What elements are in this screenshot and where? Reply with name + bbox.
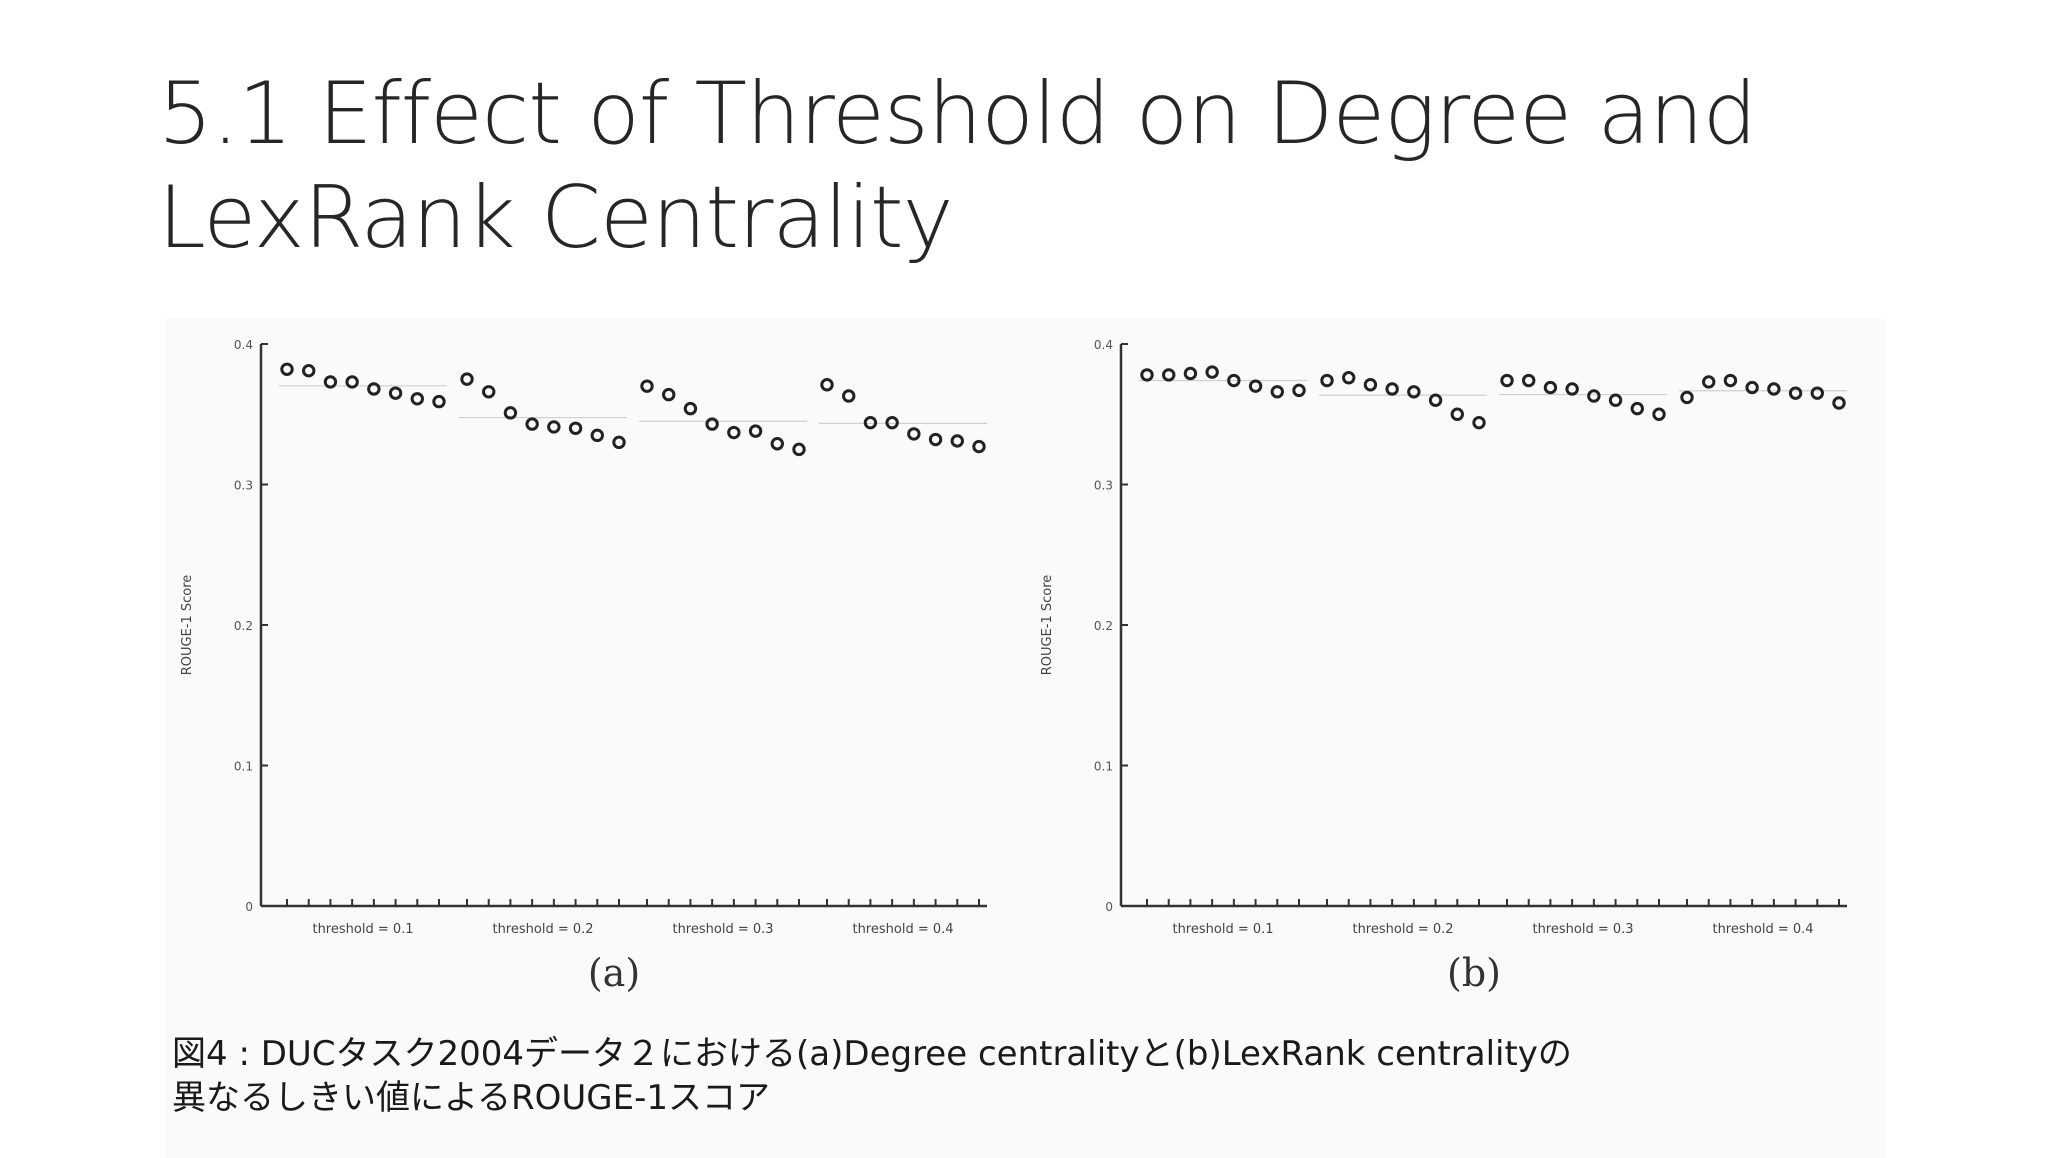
data-point — [972, 439, 986, 454]
data-point — [1543, 380, 1558, 395]
data-point — [1587, 389, 1601, 403]
data-point — [547, 420, 561, 434]
slide-title-line-2: LexRank Centrality — [158, 168, 954, 268]
chart-b: 0 0.1 0.2 0.3 0.4 ROUGE-1 Score threshold = 0.… — [1040, 338, 1847, 995]
data-point — [950, 434, 964, 448]
data-point — [1428, 393, 1443, 407]
slide-title: 5.1 Effect of Threshold on Degree and Le… — [158, 62, 1958, 270]
data-point — [503, 406, 518, 420]
caption-line-2: 異なるしきい値によるROUGE-1スコア — [172, 1078, 770, 1118]
data-point — [1680, 390, 1694, 405]
data-point — [280, 362, 294, 376]
data-point — [1500, 373, 1514, 388]
data-point — [1248, 379, 1263, 393]
x-group-label: threshold = 0.3 — [672, 922, 773, 937]
data-point — [1363, 378, 1378, 392]
y-axis-label: ROUGE-1 Score — [1040, 575, 1055, 676]
y-tick-label: 0.1 — [234, 760, 253, 774]
data-point — [662, 387, 676, 402]
data-point — [748, 424, 763, 438]
y-tick-label: 0.4 — [234, 338, 253, 352]
data-point — [683, 401, 698, 416]
x-group-label: threshold = 0.1 — [312, 922, 413, 937]
data-point — [705, 417, 719, 431]
data-point — [907, 427, 921, 441]
y-tick-label: 0.3 — [1094, 479, 1113, 493]
data-point — [1472, 415, 1486, 430]
x-group-label: threshold = 0.2 — [1352, 922, 1453, 937]
x-group-label: threshold = 0.1 — [1172, 922, 1273, 937]
data-point — [612, 435, 626, 450]
y-tick-label: 0.3 — [234, 479, 253, 493]
data-point — [432, 394, 446, 409]
data-point — [792, 442, 806, 457]
data-point — [345, 375, 359, 389]
y-tick-label: 0 — [1105, 900, 1113, 914]
data-point — [1565, 382, 1579, 396]
panel-label: (b) — [1447, 951, 1501, 995]
data-point — [842, 389, 856, 403]
y-tick-label: 0.1 — [1094, 760, 1113, 774]
data-point — [727, 425, 741, 440]
figure-caption: 図4 : DUCタスク2004データ２における(a)Degree central… — [172, 1032, 1822, 1120]
data-point — [568, 421, 583, 436]
data-point — [1385, 382, 1399, 396]
data-point — [1162, 368, 1176, 382]
y-tick-label: 0.2 — [1094, 619, 1113, 633]
data-point — [1270, 385, 1284, 399]
data-point — [367, 382, 381, 396]
data-point — [302, 363, 316, 378]
data-point — [1767, 382, 1781, 396]
x-group-label: threshold = 0.2 — [492, 922, 593, 937]
data-point — [1205, 365, 1219, 379]
data-point — [770, 437, 784, 451]
data-point — [1407, 385, 1421, 399]
data-point — [1292, 383, 1306, 398]
chart-a: 0 0.1 0.2 0.3 0.4 ROUGE-1 Score threshold = 0.… — [180, 338, 987, 995]
data-point — [1227, 373, 1241, 388]
data-point — [460, 372, 474, 386]
data-point — [885, 415, 899, 430]
data-point — [1140, 368, 1154, 382]
y-tick-label: 0 — [245, 900, 253, 914]
data-point — [590, 428, 604, 443]
data-point — [820, 378, 834, 392]
data-point — [640, 379, 654, 393]
data-point — [1810, 386, 1824, 400]
data-point — [482, 385, 496, 399]
data-point — [1702, 375, 1716, 389]
data-point — [1183, 366, 1198, 381]
panel-label: (a) — [588, 951, 640, 995]
y-axis-label: ROUGE-1 Score — [180, 575, 195, 676]
data-point — [410, 392, 424, 406]
data-point — [1450, 407, 1464, 421]
y-tick-label: 0.2 — [234, 619, 253, 633]
data-point — [1832, 396, 1846, 410]
data-point — [1745, 380, 1759, 395]
slide-title-line-1: 5.1 Effect of Threshold on Degree and — [158, 64, 1757, 164]
data-point — [1608, 393, 1623, 407]
data-point — [1320, 373, 1334, 388]
x-group-label: threshold = 0.3 — [1532, 922, 1633, 937]
data-point — [1522, 373, 1536, 388]
caption-line-1: 図4 : DUCタスク2004データ２における(a)Degree central… — [172, 1034, 1572, 1074]
x-group-label: threshold = 0.4 — [1712, 922, 1813, 937]
data-point — [1652, 407, 1666, 421]
data-point — [1630, 401, 1644, 416]
data-point — [1788, 386, 1803, 400]
x-group-label: threshold = 0.4 — [852, 922, 953, 937]
y-tick-label: 0.4 — [1094, 338, 1113, 352]
data-point — [928, 432, 943, 447]
data-point — [388, 386, 403, 400]
data-point — [863, 415, 878, 430]
data-point — [1342, 371, 1356, 385]
data-point — [1723, 373, 1738, 388]
figure-panel — [165, 318, 1885, 1158]
data-point — [323, 375, 338, 389]
data-point — [525, 417, 539, 431]
